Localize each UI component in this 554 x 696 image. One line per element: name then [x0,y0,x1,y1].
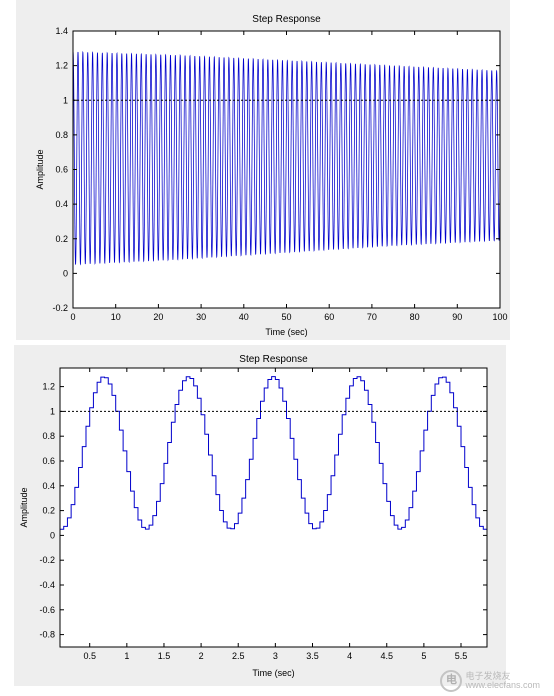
y-tick-label: 1 [63,95,68,105]
series-line [73,50,500,266]
y-axis: -0.8 -0.6 -0.4 -0.2 0 0.2 0.4 0.6 0.8 1 1.2 [39,382,487,640]
y-tick-label: 1.2 [55,61,68,71]
y-tick-label: 0.6 [55,165,68,175]
bottom-chart: 0.5 1 1.5 2 2.5 3 3.5 4 4.5 5 5.5 -0.8 -0.6 -0.4 -0.2 0… [19,354,488,678]
y-tick-label: 0 [50,530,55,540]
y-tick-label: 0.2 [55,234,68,244]
y-axis-label: Amplitude [35,149,45,189]
y-tick-label: -0.2 [39,555,55,565]
y-tick-label: 1.2 [42,382,55,392]
x-axis: 0.5 1 1.5 2 2.5 3 3.5 4 4.5 5 5.5 [83,368,467,661]
chart-title: Step Response [252,14,321,25]
y-tick-label: -0.4 [39,580,55,590]
x-tick-label: 0.5 [83,651,96,661]
y-tick-label: 0.6 [42,456,55,466]
watermark-line1: 电子发烧友 [465,670,511,681]
watermark-logo-icon: 电 [440,670,463,692]
watermark: 电 电子发烧友 www.elecfans.com [440,670,540,692]
x-tick-label: 100 [492,312,507,322]
x-tick-label: 5 [421,651,426,661]
x-tick-label: 3.5 [306,651,319,661]
bottom-figure: 0.5 1 1.5 2 2.5 3 3.5 4 4.5 5 5.5 -0.8 -0.6 -0.4 -0.2 0… [14,345,506,686]
x-tick-label: 3 [273,651,278,661]
x-tick-label: 1.5 [158,651,171,661]
x-axis-label: Time (sec) [265,327,307,337]
y-tick-label: -0.6 [39,605,55,615]
x-tick-label: 30 [196,312,206,322]
y-tick-label: 0.2 [42,506,55,516]
x-tick-label: 5.5 [455,651,468,661]
x-tick-label: 4 [347,651,352,661]
y-tick-label: -0.8 [39,630,55,640]
y-tick-label: 1.4 [55,26,68,36]
top-figure: 0 10 20 30 40 50 60 70 80 90 100 -0.2 0 0.2 0.4 0.6 0.8 1… [16,0,510,340]
x-axis: 0 10 20 30 40 50 60 70 80 90 100 [70,31,508,322]
y-tick-label: 0.4 [55,199,68,209]
x-tick-label: 10 [111,312,121,322]
x-tick-label: 1 [124,651,129,661]
x-tick-label: 60 [324,312,334,322]
plot-area [60,368,487,647]
x-tick-label: 90 [452,312,462,322]
axes-frame [59,367,488,648]
x-axis-label: Time (sec) [252,668,294,678]
y-tick-label: 1 [50,406,55,416]
x-tick-label: 80 [410,312,420,322]
x-tick-label: 70 [367,312,377,322]
chart-title: Step Response [239,354,308,365]
series-line [60,376,487,530]
watermark-line2: www.elecfans.com [465,680,540,690]
x-tick-label: 40 [239,312,249,322]
x-tick-label: 2.5 [232,651,245,661]
y-tick-label: 0.4 [42,481,55,491]
y-tick-label: 0.8 [55,130,68,140]
x-tick-label: 20 [153,312,163,322]
x-tick-label: 0 [70,312,75,322]
y-tick-label: -0.2 [52,303,68,313]
x-tick-label: 2 [199,651,204,661]
y-axis-label: Amplitude [19,487,29,527]
x-tick-label: 50 [281,312,291,322]
y-axis: -0.2 0 0.2 0.4 0.6 0.8 1 1.2 1.4 [52,26,500,313]
x-tick-label: 4.5 [380,651,393,661]
y-tick-label: 0 [63,268,68,278]
top-chart: 0 10 20 30 40 50 60 70 80 90 100-0.200.20.40.60.81… [35,14,508,337]
y-tick-label: 0.8 [42,431,55,441]
